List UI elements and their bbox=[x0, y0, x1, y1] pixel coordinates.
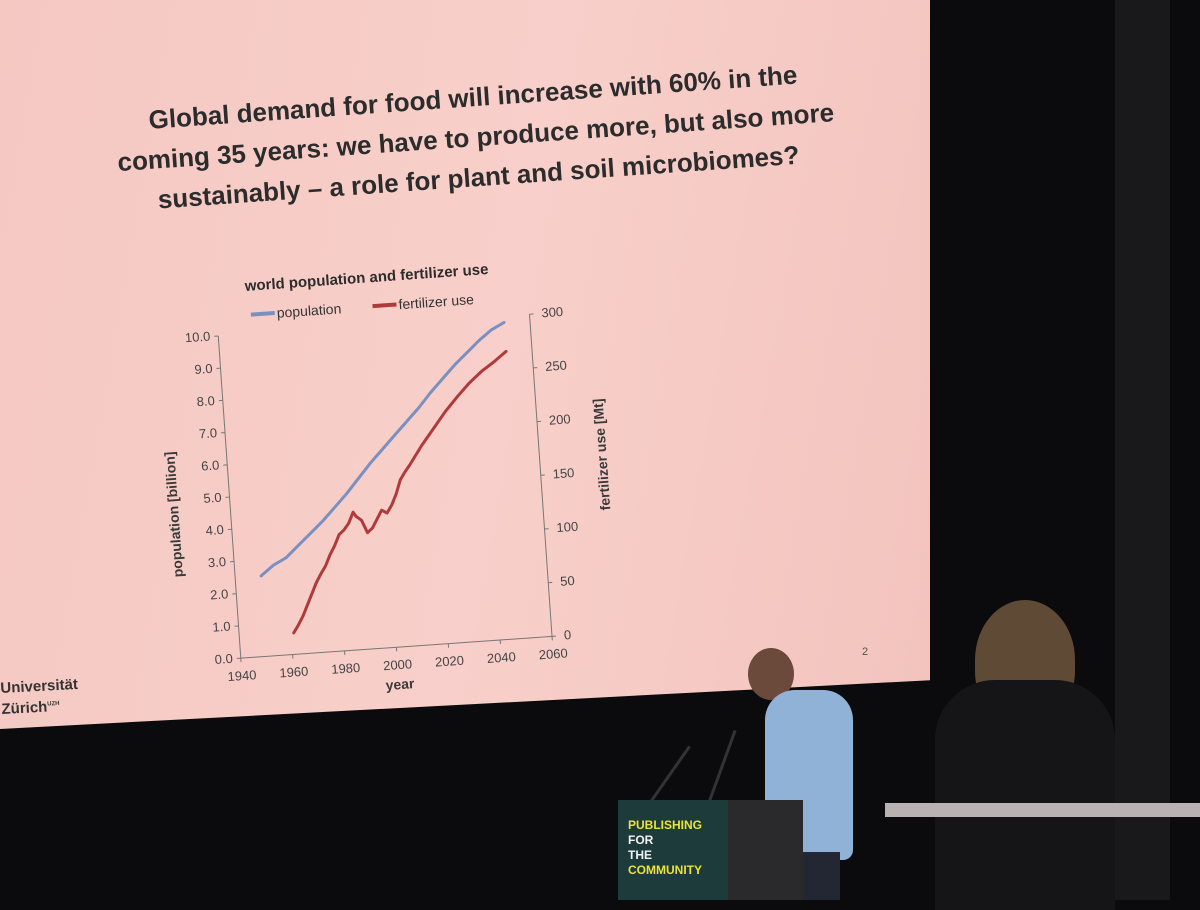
chart-series bbox=[245, 322, 525, 634]
y-tick-label: 0.0 bbox=[214, 651, 233, 667]
legend-label: population bbox=[276, 300, 342, 320]
slide-page-number: 2 bbox=[862, 646, 868, 658]
podium-word: THE bbox=[628, 848, 652, 862]
series-line-fertilizer-use bbox=[275, 351, 524, 632]
y-tick-label: 9.0 bbox=[194, 361, 213, 377]
x-tick-label: 1960 bbox=[279, 664, 309, 681]
logo-line: ZürichUZH bbox=[1, 694, 80, 719]
y2-axis-label: fertilizer use [Mt] bbox=[590, 398, 614, 511]
logo-line-text: Zürich bbox=[1, 699, 48, 718]
speaker-legs bbox=[800, 852, 840, 900]
podium-sign: PUBLISHING FOR THE COMMUNITY bbox=[618, 800, 728, 900]
y2-tick-label: 50 bbox=[560, 573, 575, 589]
podium-side bbox=[728, 800, 803, 900]
y-tick-label: 5.0 bbox=[203, 490, 222, 506]
y-tick-label: 8.0 bbox=[196, 393, 215, 409]
y-tick-label: 10.0 bbox=[184, 329, 210, 346]
podium-line: PUBLISHING FOR bbox=[628, 818, 728, 848]
y-axis-label: population [billion] bbox=[161, 451, 186, 578]
y2-tick-label: 300 bbox=[541, 304, 564, 320]
podium-word: PUBLISHING bbox=[628, 818, 702, 832]
x-axis-label: year bbox=[385, 675, 415, 693]
y2-tick-label: 0 bbox=[563, 627, 571, 642]
y-tick-label: 6.0 bbox=[201, 457, 220, 473]
y-tick-label: 7.0 bbox=[198, 425, 217, 441]
x-tick-label: 1940 bbox=[227, 667, 257, 684]
legend-swatch bbox=[251, 313, 275, 315]
podium-line: THE COMMUNITY bbox=[628, 848, 728, 878]
logo-sup: UZH bbox=[47, 701, 60, 708]
x-tick-label: 2060 bbox=[538, 645, 568, 662]
y-tick-label: 1.0 bbox=[212, 619, 231, 635]
audience-member-body bbox=[935, 680, 1115, 910]
y2-tick-label: 250 bbox=[545, 358, 568, 374]
y2-tick-label: 150 bbox=[552, 465, 575, 481]
y-tick-label: 4.0 bbox=[205, 522, 224, 538]
university-logo: Universität ZürichUZH bbox=[0, 676, 79, 719]
chart-legend: population fertilizer use bbox=[250, 291, 474, 323]
y2-tick-label: 200 bbox=[548, 411, 571, 427]
x-tick-label: 2040 bbox=[486, 649, 516, 666]
stage-ledge bbox=[885, 803, 1200, 817]
x-tick-label: 2000 bbox=[383, 656, 413, 673]
y2-tick-label: 100 bbox=[556, 519, 579, 535]
legend-swatch bbox=[373, 304, 397, 306]
chart-title: world population and fertilizer use bbox=[243, 261, 489, 295]
x-tick-label: 1980 bbox=[331, 660, 361, 677]
podium-word: COMMUNITY bbox=[628, 863, 702, 877]
podium-word: FOR bbox=[628, 833, 653, 847]
y-tick-label: 2.0 bbox=[210, 586, 229, 602]
series-line-population bbox=[245, 322, 521, 575]
x-tick-label: 2020 bbox=[435, 653, 465, 670]
y-tick-label: 3.0 bbox=[207, 554, 226, 570]
legend-label: fertilizer use bbox=[398, 291, 475, 312]
